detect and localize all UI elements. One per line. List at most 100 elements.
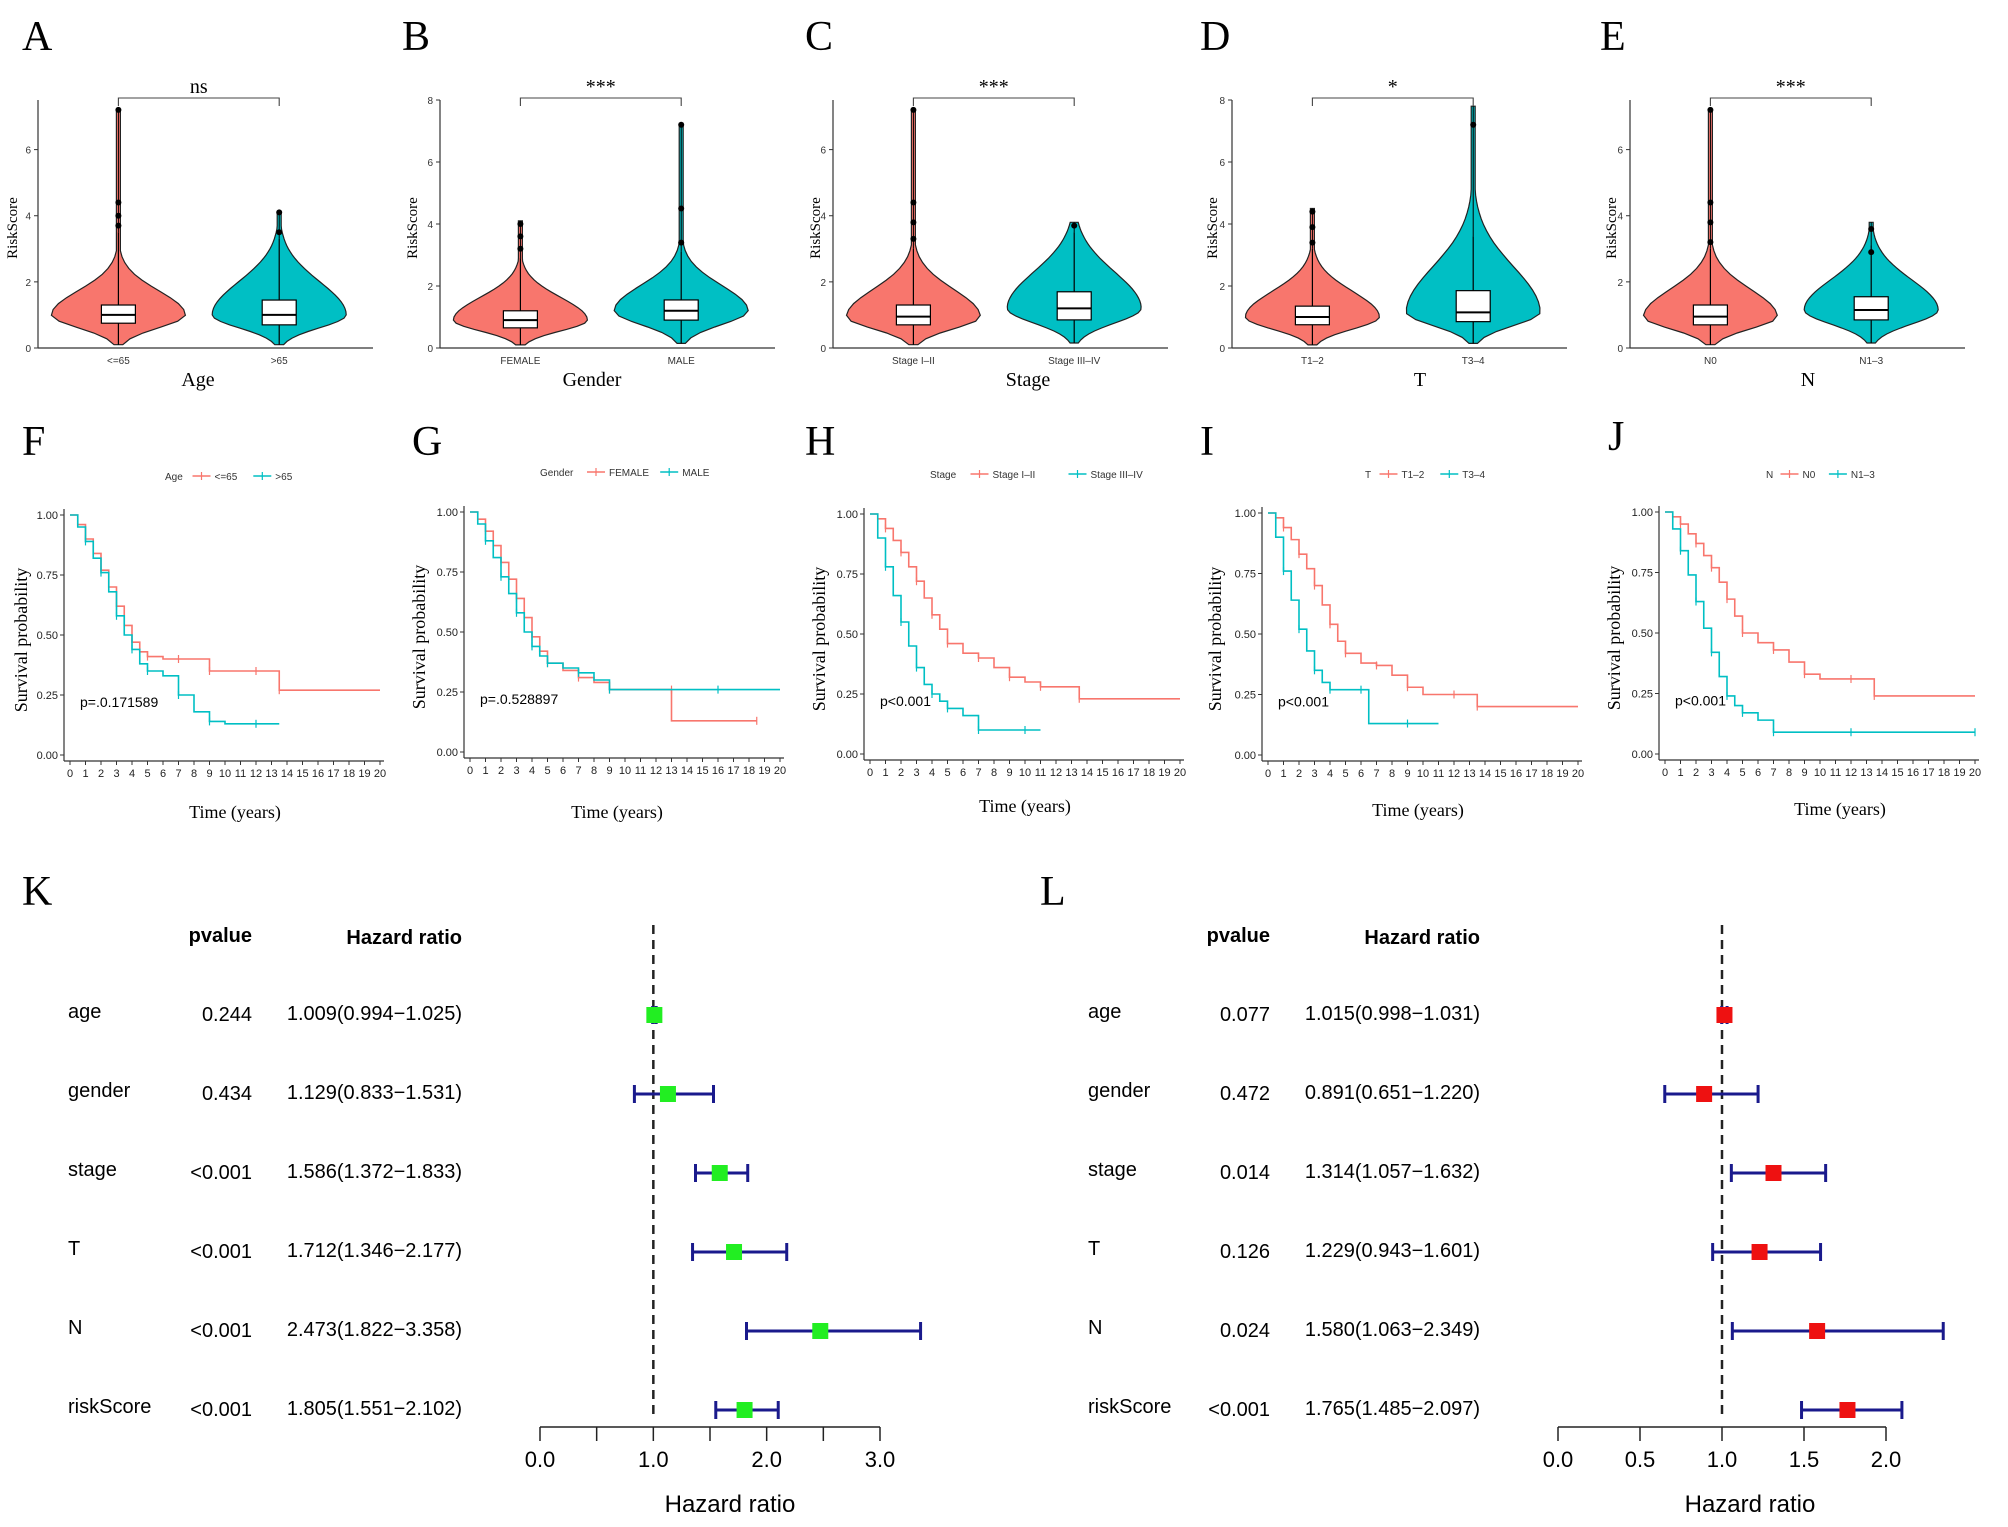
x-tick-label: 20 xyxy=(374,768,386,780)
y-axis-label: RiskScore xyxy=(405,197,421,259)
x-tick-label: 18 xyxy=(1143,767,1155,779)
x-axis-label: T xyxy=(1414,369,1426,391)
x-tick-label: 3 xyxy=(1708,767,1714,779)
km-panel-F: F0.000.250.500.751.000 1 2 3 4 5 6 7 8 9 10 11 12 13 1… xyxy=(11,419,386,823)
x-tick-label: 16 xyxy=(712,765,724,777)
x-tick-label: 0 xyxy=(867,767,873,779)
row-pvalue: 0.472 xyxy=(1220,1083,1270,1105)
x-tick-label: 0.5 xyxy=(1625,1447,1656,1472)
row-pvalue: <0.001 xyxy=(1208,1399,1270,1421)
y-tick-label: 0.50 xyxy=(37,630,58,642)
legend-title: Age xyxy=(165,472,183,483)
panel-label: E xyxy=(1600,14,1626,60)
panel-label: C xyxy=(805,14,833,60)
x-tick-label: 12 xyxy=(250,768,262,780)
x-tick-label: 8 xyxy=(191,768,197,780)
row-variable: stage xyxy=(68,1159,117,1181)
x-tick-label: 19 xyxy=(358,768,370,780)
y-tick-label: 0 xyxy=(1219,344,1225,355)
x-tick-label: 2 xyxy=(498,765,504,777)
x-tick-label: 12 xyxy=(1845,767,1857,779)
x-tick-label: 9 xyxy=(1404,768,1410,780)
panel-label: D xyxy=(1200,14,1230,60)
x-axis-label: Hazard ratio xyxy=(1685,1491,1816,1518)
x-tick-label: 17 xyxy=(1525,768,1537,780)
x-tick-label: 3.0 xyxy=(865,1447,896,1472)
violin-panel-B: B 0 2 4 6 8 RiskScore Gender FEMALE MALE *** xyxy=(402,14,775,391)
x-tick-label: 6 xyxy=(160,768,166,780)
signif-bracket xyxy=(912,97,1075,106)
x-tick-label: 0.0 xyxy=(525,1447,556,1472)
hr-marker xyxy=(736,1402,753,1418)
panel-label: H xyxy=(805,419,835,465)
x-tick-label: FEMALE xyxy=(500,356,540,367)
x-tick-label: 8 xyxy=(991,767,997,779)
x-tick-label: 1 xyxy=(1677,767,1683,779)
box-iqr xyxy=(1455,290,1491,323)
legend-label: >65 xyxy=(275,472,292,483)
y-axis-label: RiskScore xyxy=(1604,197,1620,259)
y-tick-label: 8 xyxy=(427,96,433,107)
x-tick-label: 12 xyxy=(650,765,662,777)
x-axis-label: Time (years) xyxy=(571,802,663,823)
x-tick-label: 19 xyxy=(1556,768,1568,780)
x-tick-label: 16 xyxy=(1907,767,1919,779)
x-tick-label: 1.5 xyxy=(1789,1447,1820,1472)
x-axis-label: Age xyxy=(181,369,214,391)
row-pvalue: <0.001 xyxy=(190,1320,252,1342)
outlier-point xyxy=(517,233,524,240)
row-variable: riskScore xyxy=(1088,1396,1171,1418)
x-tick-label: 20 xyxy=(1572,768,1584,780)
hr-marker xyxy=(659,1086,676,1102)
x-tick-label: 5 xyxy=(944,767,950,779)
x-tick-label: Stage I–II xyxy=(892,356,935,367)
row-hr-text: 0.891(0.651−1.220) xyxy=(1305,1082,1480,1104)
outlier-point xyxy=(1868,225,1875,232)
row-pvalue: <0.001 xyxy=(190,1241,252,1263)
x-tick-label: 1.0 xyxy=(1707,1447,1738,1472)
x-tick-label: 4 xyxy=(1724,767,1730,779)
x-tick-label: 15 xyxy=(696,765,708,777)
row-hr-text: 1.580(1.063−2.349) xyxy=(1305,1319,1480,1341)
column-header-pvalue: pvalue xyxy=(189,925,252,947)
violin-panel-E: E 0 2 4 6 RiskScore N N0 N1–3 *** xyxy=(1600,14,1965,391)
y-axis-label: Survival probability xyxy=(11,568,31,712)
violin-panel-C: C 0 2 4 6 RiskScore Stage Stage I–II Stage III–I… xyxy=(805,14,1168,391)
signif-label: ns xyxy=(190,76,208,98)
row-variable: stage xyxy=(1088,1159,1137,1181)
legend-title: Stage xyxy=(930,470,957,481)
x-tick-label: 2 xyxy=(1296,768,1302,780)
outlier-point xyxy=(1470,121,1477,128)
hr-marker xyxy=(1839,1402,1856,1418)
y-tick-label: 0.50 xyxy=(1632,628,1653,640)
box-iqr xyxy=(1853,296,1889,321)
outlier-point xyxy=(1309,239,1316,246)
x-tick-label: 10 xyxy=(1019,767,1031,779)
km-curve--65 xyxy=(70,514,280,725)
outlier-point xyxy=(1707,239,1714,246)
y-tick-label: 0.25 xyxy=(837,689,858,701)
y-axis-label: Survival probability xyxy=(409,565,429,709)
y-tick-label: 0.25 xyxy=(1235,690,1256,702)
panel-label: I xyxy=(1200,419,1214,465)
hr-marker xyxy=(1751,1244,1768,1260)
p-value-label: p<0.001 xyxy=(1675,693,1726,709)
p-value-label: p=.0.528897 xyxy=(480,691,558,707)
x-tick-label: N1–3 xyxy=(1859,356,1883,367)
row-pvalue: <0.001 xyxy=(190,1162,252,1184)
km-curve-N0 xyxy=(1665,511,1975,697)
x-tick-label: 4 xyxy=(1327,768,1333,780)
x-tick-label: 17 xyxy=(1922,767,1934,779)
x-tick-label: 5 xyxy=(544,765,550,777)
outlier-point xyxy=(1071,222,1078,229)
p-value-label: p=.0.171589 xyxy=(80,694,158,710)
panel-label: B xyxy=(402,14,430,60)
x-tick-label: 18 xyxy=(343,768,355,780)
y-tick-label: 0.00 xyxy=(37,750,58,762)
x-tick-label: 12 xyxy=(1448,768,1460,780)
row-hr-text: 1.586(1.372−1.833) xyxy=(287,1161,462,1183)
km-curve-T1-2 xyxy=(1268,512,1578,708)
y-tick-label: 1.00 xyxy=(1235,508,1256,520)
y-tick-label: 0.75 xyxy=(1235,569,1256,581)
